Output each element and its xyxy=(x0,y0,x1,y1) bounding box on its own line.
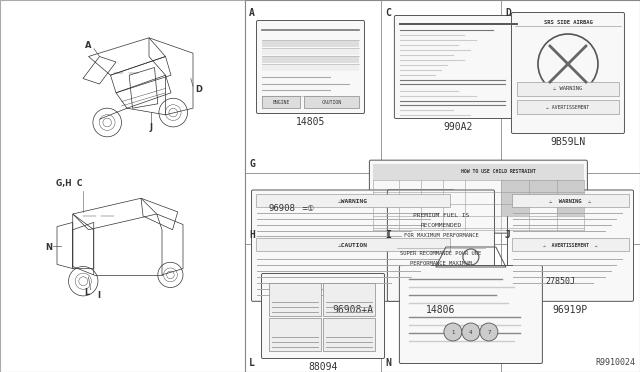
FancyBboxPatch shape xyxy=(387,190,495,301)
Text: SUPER RECOMMANDÉ POUR UNE: SUPER RECOMMANDÉ POUR UNE xyxy=(400,251,481,256)
Text: C: C xyxy=(385,8,391,18)
Bar xyxy=(512,195,629,208)
Bar xyxy=(323,318,375,351)
Text: PERFORMANCE MAXIMUM: PERFORMANCE MAXIMUM xyxy=(410,261,472,266)
Bar xyxy=(529,192,557,203)
Bar xyxy=(323,283,375,316)
Bar xyxy=(373,164,584,180)
Text: 96908: 96908 xyxy=(268,204,295,213)
Text: ⚠WARNING: ⚠WARNING xyxy=(338,199,368,204)
FancyBboxPatch shape xyxy=(394,16,522,119)
Text: D: D xyxy=(505,8,511,18)
FancyBboxPatch shape xyxy=(257,20,365,113)
Bar xyxy=(256,195,450,208)
Text: A: A xyxy=(249,8,255,18)
FancyBboxPatch shape xyxy=(262,273,385,359)
Bar xyxy=(269,283,321,316)
Text: L: L xyxy=(84,288,89,297)
Text: 1: 1 xyxy=(451,330,454,334)
Text: J: J xyxy=(505,230,511,240)
Text: A: A xyxy=(85,41,92,50)
Bar xyxy=(269,318,321,351)
Bar xyxy=(501,180,529,192)
Text: 96908+A: 96908+A xyxy=(332,305,374,315)
Text: G,H  C: G,H C xyxy=(56,179,83,188)
Bar xyxy=(501,203,529,216)
FancyBboxPatch shape xyxy=(252,190,454,301)
Text: 14805: 14805 xyxy=(296,117,325,127)
Circle shape xyxy=(462,323,480,341)
Bar xyxy=(557,203,584,216)
Bar xyxy=(262,40,359,47)
Text: 27850J: 27850J xyxy=(546,278,576,286)
Text: 7: 7 xyxy=(487,330,491,334)
FancyBboxPatch shape xyxy=(508,190,634,301)
Text: ⚠ WARNING: ⚠ WARNING xyxy=(554,87,582,92)
Circle shape xyxy=(480,323,498,341)
Text: ⚠CAUTION: ⚠CAUTION xyxy=(338,243,368,248)
Bar xyxy=(557,192,584,203)
Bar xyxy=(0,0,245,372)
Text: R9910024: R9910024 xyxy=(595,358,635,367)
FancyBboxPatch shape xyxy=(399,266,542,363)
Bar xyxy=(262,56,359,63)
Text: FOR MAXIMUM PERFORMANCE: FOR MAXIMUM PERFORMANCE xyxy=(404,233,478,238)
Text: L: L xyxy=(249,358,255,368)
Text: 14806: 14806 xyxy=(426,305,456,315)
Text: H: H xyxy=(249,230,255,240)
Bar xyxy=(517,100,619,114)
FancyBboxPatch shape xyxy=(369,160,588,233)
Text: J: J xyxy=(150,124,153,132)
Text: 9B59LN: 9B59LN xyxy=(550,137,586,147)
Text: ⚠ AVERTISSEMENT: ⚠ AVERTISSEMENT xyxy=(547,105,589,109)
FancyBboxPatch shape xyxy=(511,13,625,134)
Text: 990A2: 990A2 xyxy=(444,122,473,132)
Text: PREMIUM FUEL IS: PREMIUM FUEL IS xyxy=(413,213,469,218)
Bar xyxy=(304,96,359,108)
Text: I: I xyxy=(97,291,100,301)
Bar xyxy=(262,48,359,55)
Text: 88094: 88094 xyxy=(308,362,338,372)
Text: SRS SIDE AIRBAG: SRS SIDE AIRBAG xyxy=(543,20,593,25)
Bar xyxy=(262,96,300,108)
Text: =①: =① xyxy=(301,204,314,213)
Text: 96919P: 96919P xyxy=(553,305,588,315)
Text: N: N xyxy=(45,243,52,252)
Text: ⚠  AVERTISSEMENT  ⚠: ⚠ AVERTISSEMENT ⚠ xyxy=(543,243,598,248)
Text: ENGINE: ENGINE xyxy=(273,99,290,105)
Bar xyxy=(501,192,529,203)
Text: ⚠  WARNING  ⚠: ⚠ WARNING ⚠ xyxy=(549,199,591,204)
Text: N: N xyxy=(385,358,391,368)
Bar xyxy=(262,64,359,71)
Text: I: I xyxy=(385,230,391,240)
Bar xyxy=(245,0,640,372)
Bar xyxy=(557,180,584,192)
Text: 4: 4 xyxy=(469,330,472,334)
Bar xyxy=(256,238,450,251)
Bar xyxy=(512,238,629,251)
Text: D: D xyxy=(195,85,202,94)
Text: HOW TO USE CHILD RESTRAINT: HOW TO USE CHILD RESTRAINT xyxy=(461,169,536,174)
Text: G: G xyxy=(249,159,255,169)
Text: RECOMMENDED: RECOMMENDED xyxy=(420,223,461,228)
Text: CAUTION: CAUTION xyxy=(321,99,342,105)
Bar xyxy=(529,180,557,192)
Circle shape xyxy=(444,323,462,341)
Bar xyxy=(517,82,619,96)
